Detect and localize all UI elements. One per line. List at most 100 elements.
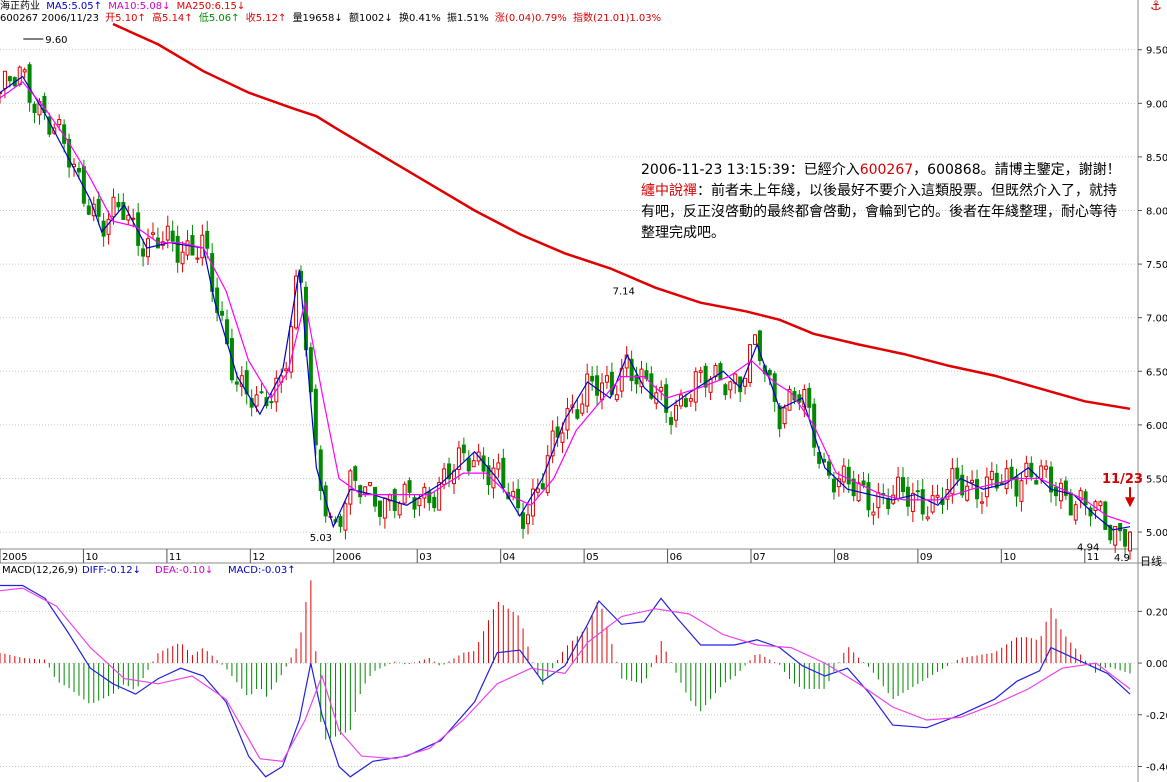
candle-body: [466, 457, 471, 472]
ma5-label: MA5:5.05↑: [46, 1, 103, 12]
candle-body: [979, 501, 984, 504]
candle-body: [27, 64, 32, 103]
candle-body: [896, 476, 901, 500]
candle-body: [308, 347, 313, 393]
candle-body: [382, 497, 387, 519]
candle-body: [614, 394, 619, 401]
ma10-line: [0, 81, 1131, 525]
date-marker-arrow-icon: [1125, 497, 1135, 508]
candle-body: [782, 407, 787, 425]
candle-body: [456, 447, 461, 470]
candle-body: [165, 225, 170, 241]
macd-tick-label: 0.00: [1146, 659, 1167, 670]
candle-body: [975, 479, 980, 500]
price-tick-label: 6.50: [1146, 367, 1167, 378]
candle-body: [289, 326, 294, 373]
candle-body: [674, 404, 679, 421]
candle-body: [787, 388, 792, 411]
candle-body: [200, 234, 205, 259]
candle-body: [491, 467, 496, 489]
candle-body: [338, 516, 343, 527]
candle-body: [1004, 468, 1009, 490]
stock-name: 海正药业: [0, 1, 40, 12]
candle-body: [664, 384, 669, 413]
price-marker-label: 5.03: [310, 533, 332, 544]
reply-text: ：前者未上年綫，以後最好不要介入這類股票。但既然介入了，就持有吧，反正沒啓動的最…: [641, 183, 1117, 241]
candle-body: [915, 490, 920, 493]
candle-body: [76, 167, 81, 173]
candle-body: [254, 394, 259, 407]
candle-body: [185, 240, 190, 256]
candle-body: [851, 478, 856, 497]
candle-body: [989, 470, 994, 481]
index-change: 指数(21.01)1.03%: [572, 13, 662, 24]
candle-body: [678, 394, 683, 407]
candle-body: [284, 368, 289, 372]
candle-body: [402, 483, 407, 504]
candle-body: [269, 401, 274, 404]
candle-body: [723, 384, 728, 396]
candle-body: [417, 498, 422, 507]
price-marker-label: 7.14: [613, 287, 635, 298]
price-tick-label: 5.50: [1146, 474, 1167, 485]
candle-body: [368, 482, 373, 486]
macd-diff-label: DIFF:-0.12↓: [82, 565, 141, 576]
candle-body: [1113, 525, 1118, 546]
amplitude: 振1.51%: [446, 13, 489, 24]
price-tick-label: 9.00: [1146, 99, 1167, 110]
date-tick-label: 03: [419, 552, 432, 563]
candle-body: [437, 482, 442, 511]
macd-tick-label: -0.20: [1146, 711, 1167, 722]
candle-body: [703, 365, 708, 388]
candle-body: [1078, 490, 1083, 501]
candle-body: [1118, 522, 1123, 532]
macd-diff-line: [0, 584, 1131, 778]
candle-body: [1063, 480, 1068, 496]
price-tick-label: 5.00: [1146, 528, 1167, 539]
open-price: 开5.10↑: [105, 13, 146, 24]
candle-body: [111, 196, 116, 218]
candle-body: [555, 426, 560, 438]
volume: 量19658↓: [292, 13, 343, 24]
candle-body: [1039, 465, 1044, 480]
candle-body: [910, 492, 915, 512]
candle-body: [807, 387, 812, 408]
candle-body: [960, 474, 965, 496]
candle-body: [2, 70, 7, 90]
candle-body: [1098, 501, 1103, 507]
stock-header-line-2: 600267 2006/11/23 开5.10↑ 高5.14↑ 低5.06↑ 收…: [0, 13, 664, 25]
macd-tick-label: -0.40: [1146, 762, 1167, 773]
low-marker-label: 4.9: [1114, 553, 1130, 564]
candle-body: [96, 198, 101, 217]
candle-body: [580, 403, 585, 414]
period-tab[interactable]: 日线: [1140, 555, 1162, 568]
candle-body: [935, 494, 940, 498]
turnover: 换0.41%: [398, 13, 441, 24]
candle-body: [590, 375, 595, 382]
candle-body: [752, 334, 757, 345]
candle-body: [106, 218, 111, 235]
candle-body: [1049, 466, 1054, 493]
candle-body: [550, 430, 555, 457]
candle-body: [757, 330, 762, 362]
comment-box: 2006-11-23 13:15:39：已經介入600267，600868。請博…: [641, 160, 1121, 244]
macd-title: MACD(12,26,9): [2, 565, 78, 576]
candle-body: [831, 478, 836, 493]
candle-body: [318, 449, 323, 491]
high-price: 高5.14↑: [152, 13, 193, 24]
candle-body: [817, 451, 822, 464]
candle-body: [126, 214, 131, 221]
candle-body: [604, 375, 609, 383]
anchor-icon[interactable]: ⚓: [1150, 0, 1162, 14]
candle-body: [461, 444, 466, 454]
candle-body: [965, 485, 970, 501]
candle-body: [471, 460, 476, 468]
amount: 额1002↓: [348, 13, 393, 24]
date-tick-label: 04: [503, 552, 516, 563]
candle-body: [925, 516, 930, 520]
date-tick-label: 11: [1087, 552, 1100, 563]
date-tick-label: 2005: [2, 552, 27, 563]
candle-body: [180, 251, 185, 265]
candle-body: [427, 491, 432, 504]
